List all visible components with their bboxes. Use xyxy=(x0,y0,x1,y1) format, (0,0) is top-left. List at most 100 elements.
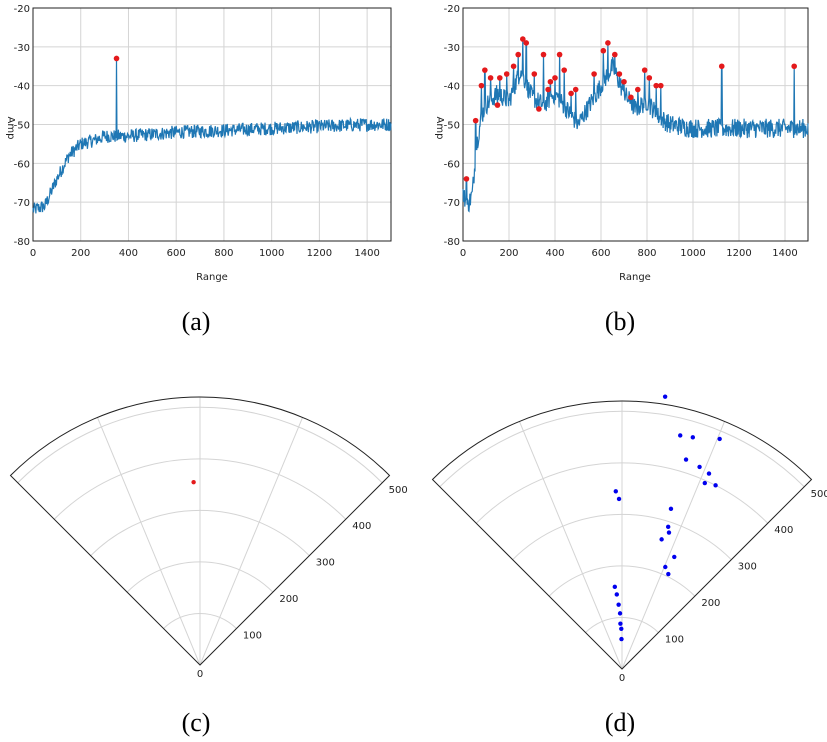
panel-b-ylabel: Amp xyxy=(434,117,445,140)
panel-a-ytick-label: -20 xyxy=(14,4,30,15)
panel-d-data-point xyxy=(668,506,674,512)
panel-a-ytick-label: -80 xyxy=(14,237,30,248)
panel-c-r-tick-label: 300 xyxy=(316,558,335,569)
panel-d-data-point xyxy=(612,584,618,590)
panel-d-theta-grid xyxy=(621,421,726,670)
panel-c-r-tick-label: 0 xyxy=(197,669,203,680)
panel-a-xlabel: Range xyxy=(196,272,228,283)
panel-c-r-tick-label: 100 xyxy=(243,631,262,642)
panel-d-r-tick-label: 300 xyxy=(738,562,757,573)
panel-d-data-point xyxy=(717,436,722,442)
panel-d-sector-frame xyxy=(431,400,813,670)
panel-b-xtick-label: 1200 xyxy=(726,248,751,259)
panel-b-xtick-label: 200 xyxy=(499,248,518,259)
panel-a-ytick-label: -40 xyxy=(14,82,30,93)
panel-b-peak-marker xyxy=(646,75,653,81)
panel-d-data-point xyxy=(702,480,708,486)
panel-b-xtick-label: 600 xyxy=(591,248,610,259)
panel-d-data-point xyxy=(616,496,622,502)
panel-c-polar-sector: 0 100 200 300 400 500 xyxy=(9,396,408,680)
panel-d-data-point xyxy=(662,394,668,399)
panel-b-peak-marker xyxy=(658,82,664,89)
panel-b-peak-marker xyxy=(520,36,526,42)
panel-a-ytick-label: -50 xyxy=(14,121,30,132)
panel-c-sector-frame xyxy=(9,396,391,666)
panel-d-r-tick-label: 100 xyxy=(665,635,684,646)
panel-b-ytick-label: -60 xyxy=(444,159,460,170)
panel-b-peak-marker xyxy=(628,94,634,101)
panel-b-peak-marker xyxy=(616,71,623,77)
panel-b-peak-marker xyxy=(612,51,618,58)
panel-a-xtick-label: 1000 xyxy=(259,248,284,259)
caption-a: (a) xyxy=(182,307,211,336)
panel-d-data-point xyxy=(678,433,683,438)
panel-d-data-point xyxy=(617,611,623,616)
panel-d-data-point xyxy=(659,537,664,542)
panel-b-ytick-label: -80 xyxy=(444,237,460,248)
panel-d-data-point xyxy=(672,554,677,560)
panel-b-peak-marker xyxy=(463,176,470,182)
panel-a-xtick-label: 1200 xyxy=(307,248,332,259)
panel-b-peak-marker xyxy=(478,82,485,89)
panel-b-peak-marker xyxy=(718,63,725,70)
panel-b-xtick-label: 1000 xyxy=(680,248,705,259)
panel-c-r-tick-label: 400 xyxy=(352,521,371,532)
panel-a-series-line xyxy=(32,58,392,214)
panel-b-peak-marker xyxy=(482,67,488,73)
panel-d-data-point xyxy=(663,564,668,570)
panel-a-ytick-label: -30 xyxy=(14,43,30,54)
panel-d-data-point xyxy=(665,524,671,530)
panel-b-peak-marker xyxy=(621,78,627,85)
panel-b-peak-marker xyxy=(572,86,579,93)
caption-b: (b) xyxy=(605,307,635,336)
panel-d-data-point xyxy=(616,602,621,607)
panel-b-peak-marker xyxy=(536,106,542,112)
panel-b-ytick-label: -30 xyxy=(444,43,460,54)
panel-d-theta-grid xyxy=(518,421,623,670)
panel-b-ytick-label: -40 xyxy=(444,82,460,93)
caption-d: (d) xyxy=(605,708,635,737)
panel-c-data-point xyxy=(191,479,196,485)
panel-d-r-tick-label: 200 xyxy=(701,598,720,609)
panel-d-data-point xyxy=(619,636,624,642)
panel-d-data-point xyxy=(706,471,712,476)
panel-b-peak-marker xyxy=(635,86,641,93)
panel-a-ylabel: Amp xyxy=(5,117,16,140)
panel-b-peak-marker xyxy=(531,71,538,77)
panel-c-theta-grid xyxy=(199,417,304,666)
panel-d-data-point xyxy=(683,457,689,462)
panel-b-peak-marker xyxy=(547,78,554,85)
panel-b-peak-marker xyxy=(487,75,494,81)
panel-c-r-tick-label: 200 xyxy=(279,594,298,605)
panel-b-peak-marker xyxy=(545,86,551,93)
panel-b-peak-marker xyxy=(641,67,648,73)
panel-a-peak-marker xyxy=(113,55,120,62)
panel-a-xtick-label: 1400 xyxy=(354,248,379,259)
panel-b-peak-marker xyxy=(515,51,521,58)
panel-b-peak-marker xyxy=(523,40,530,46)
panel-b-peak-marker xyxy=(472,117,479,124)
panel-b-peak-marker xyxy=(510,63,517,70)
panel-d-data-point xyxy=(666,530,672,535)
panel-b-peak-marker xyxy=(503,71,510,77)
panel-a-xtick-label: 400 xyxy=(119,248,138,259)
panel-c-r-tick-label: 500 xyxy=(389,485,408,496)
panel-b-peak-marker xyxy=(605,40,611,46)
panel-d-data-point xyxy=(697,464,702,470)
panel-a-xtick-label: 200 xyxy=(71,248,90,259)
caption-c: (c) xyxy=(182,708,211,737)
panel-d-data-point xyxy=(613,489,618,494)
panel-d-r-tick-label: 0 xyxy=(619,673,625,684)
panel-b-ytick-label: -50 xyxy=(444,121,460,132)
panel-b-ytick-label: -20 xyxy=(444,4,460,15)
panel-b-peak-marker xyxy=(600,47,607,54)
panel-d-data-point xyxy=(713,483,718,488)
panel-b-series-line xyxy=(462,39,809,213)
panel-a-xtick-label: 600 xyxy=(167,248,186,259)
panel-a-xtick-label: 0 xyxy=(30,248,36,259)
panel-d-data-point xyxy=(618,621,623,626)
panel-b-line-chart: Range Amp 0 200 400 600 800 1000 1200 1400 -20 -3… xyxy=(434,4,809,283)
panel-b-xtick-label: 800 xyxy=(637,248,656,259)
panel-d-r-tick-label: 500 xyxy=(811,489,827,500)
